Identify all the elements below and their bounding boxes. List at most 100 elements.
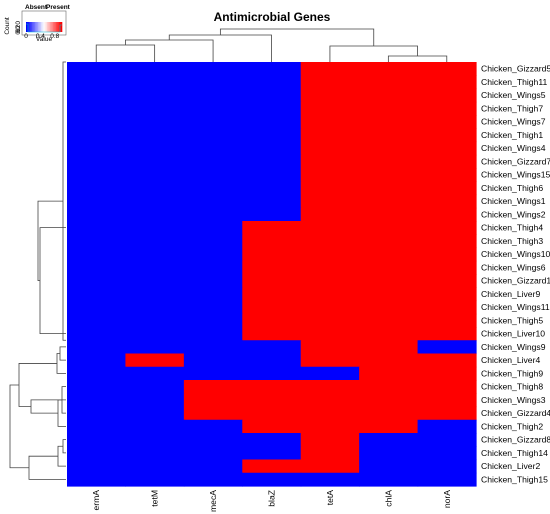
- heatmap-cell: [417, 300, 477, 315]
- legend-gradient-step: [39, 22, 42, 32]
- heatmap-cell: [183, 446, 243, 461]
- heatmap-cell: [242, 141, 302, 156]
- heatmap-cell: [359, 181, 419, 196]
- heatmap-cell: [417, 472, 477, 487]
- heatmap-cell: [125, 353, 185, 368]
- heatmap-cell: [359, 353, 419, 368]
- legend-gradient-step: [47, 22, 49, 32]
- heatmap-cell: [67, 194, 127, 209]
- heatmap-cell: [242, 260, 302, 275]
- heatmap-cell: [125, 154, 185, 169]
- heatmap-cell: [125, 300, 185, 315]
- heatmap-cell: [242, 459, 302, 474]
- heatmap-cell: [300, 234, 360, 249]
- heatmap-cell: [242, 181, 302, 196]
- heatmap-cell: [417, 75, 477, 90]
- heatmap-cell: [125, 181, 185, 196]
- heatmap-cell: [300, 380, 360, 394]
- heatmap-cell: [359, 260, 419, 275]
- heatmap-cell: [125, 260, 185, 275]
- heatmap-cell: [67, 260, 127, 275]
- heatmap-cell: [183, 75, 243, 90]
- row-label: Chicken_Thigh15: [481, 474, 548, 484]
- heatmap-cell: [242, 446, 302, 461]
- heatmap-cell: [183, 274, 243, 288]
- heatmap-cell: [300, 287, 360, 302]
- heatmap-cell: [417, 446, 477, 461]
- row-label: Chicken_Thigh14: [481, 448, 548, 458]
- heatmap-cell: [242, 287, 302, 302]
- heatmap-cell: [242, 353, 302, 368]
- dendrogram-branch: [387, 55, 448, 62]
- legend-gradient-step: [41, 22, 43, 32]
- heatmap-cell: [359, 287, 419, 302]
- heatmap-cell: [300, 88, 360, 103]
- row-label: Chicken_Thigh4: [481, 223, 543, 233]
- heatmap-cell: [125, 327, 185, 341]
- chart-title: Antimicrobial Genes: [214, 10, 331, 24]
- legend-count-tick: 120: [15, 21, 22, 32]
- heatmap-cell: [242, 433, 302, 447]
- heatmap-cell: [183, 101, 243, 116]
- heatmap-cell: [183, 353, 243, 368]
- heatmap-cell: [359, 194, 419, 209]
- row-label: Chicken_Thigh7: [481, 103, 543, 113]
- heatmap-cell: [359, 274, 419, 288]
- legend-ticks: 0 0.4 0.8: [24, 33, 60, 40]
- heatmap-cell: [417, 181, 477, 196]
- heatmap-cell: [417, 154, 477, 169]
- heatmap-cell: [359, 234, 419, 249]
- row-label: Chicken_Thigh8: [481, 382, 543, 392]
- heatmap-cell: [125, 88, 185, 103]
- legend-gradient-step: [57, 22, 60, 32]
- heatmap-cell: [300, 353, 360, 368]
- heatmap-cell: [300, 260, 360, 275]
- heatmap-cell: [359, 62, 419, 76]
- heatmap-cell: [417, 459, 477, 474]
- heatmap-cell: [417, 88, 477, 103]
- row-label: Chicken_Thigh5: [481, 315, 543, 325]
- legend-gradient-step: [56, 22, 58, 32]
- heatmap-cell: [359, 419, 419, 434]
- heatmap-cell: [242, 101, 302, 116]
- heatmap-cell: [125, 141, 185, 156]
- heatmap-cell: [417, 419, 477, 434]
- dendrogram-branch: [125, 39, 214, 62]
- heatmap-cell: [183, 327, 243, 341]
- heatmap-cell: [67, 234, 127, 249]
- row-label: Chicken_Wings15: [481, 170, 550, 180]
- heatmap-cell: [417, 287, 477, 302]
- dendrogram-branch: [219, 28, 375, 46]
- heatmap-cell: [183, 62, 243, 76]
- heatmap-cell: [125, 128, 185, 143]
- heatmap-cell: [67, 300, 127, 315]
- legend-gradient-step: [33, 22, 36, 32]
- heatmap-cell: [125, 393, 185, 408]
- dendrogram-branch: [30, 399, 62, 414]
- heatmap-cell: [417, 313, 477, 328]
- heatmap-cell: [300, 221, 360, 235]
- heatmap-cell: [359, 380, 419, 394]
- heatmap-cell: [183, 128, 243, 143]
- heatmap-cell: [242, 300, 302, 315]
- heatmap-cell: [359, 459, 419, 474]
- row-label: Chicken_Wings4: [481, 143, 546, 153]
- heatmap-cell: [183, 141, 243, 156]
- row-label: Chicken_Gizzard10: [481, 276, 550, 286]
- heatmap-cell: [417, 353, 477, 368]
- dendrogram-branch: [329, 45, 418, 62]
- heatmap-cell: [242, 115, 302, 129]
- heatmap-cell: [67, 101, 127, 116]
- heatmap-cell: [359, 446, 419, 461]
- heatmap-cell: [417, 168, 477, 182]
- heatmap-cell: [417, 380, 477, 394]
- row-label: Chicken_Wings11: [481, 302, 550, 312]
- heatmap-cell: [359, 433, 419, 447]
- column-label: mecA: [208, 490, 218, 512]
- heatmap-cell: [300, 366, 360, 381]
- heatmap-cell: [359, 101, 419, 116]
- heatmap-cell: [300, 459, 360, 474]
- heatmap-cell: [242, 75, 302, 90]
- heatmap-cell: [300, 393, 360, 408]
